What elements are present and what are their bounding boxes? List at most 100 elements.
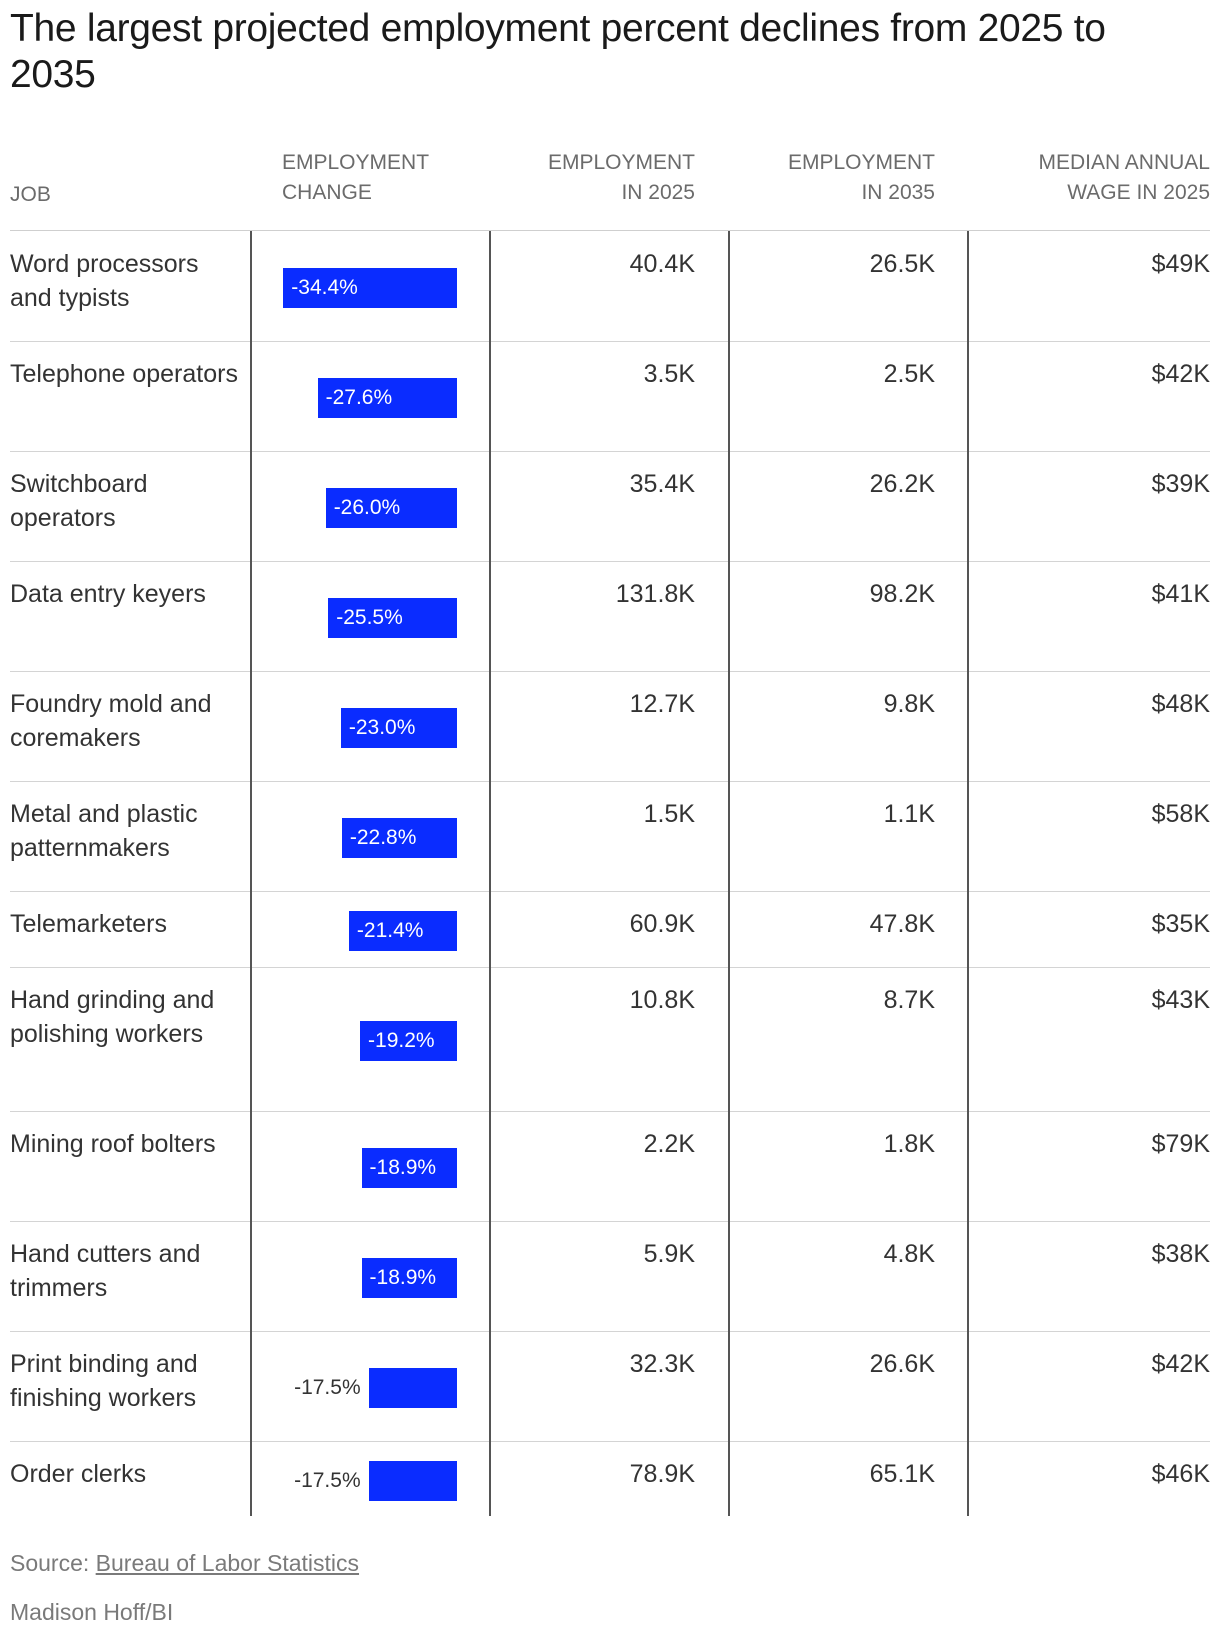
job-name: Mining roof bolters [10, 1130, 216, 1158]
change-bar [283, 268, 457, 308]
employment-2025: 3.5K [643, 360, 695, 388]
row-divider [10, 451, 1210, 452]
employment-2035: 4.8K [883, 1240, 935, 1268]
median-wage: $41K [1151, 580, 1210, 608]
header-wage-line1: MEDIAN ANNUAL [1038, 151, 1210, 174]
median-wage: $49K [1151, 250, 1210, 278]
job-name: Order clerks [10, 1460, 147, 1488]
credit-line: Madison Hoff/BI [10, 1599, 174, 1625]
header-emp2025-line1: EMPLOYMENT [547, 151, 695, 174]
header-emp2025-line2: IN 2025 [621, 181, 695, 204]
employment-2025: 78.9K [629, 1460, 695, 1488]
change-label: -22.8% [349, 826, 417, 849]
change-label: -34.4% [291, 276, 358, 299]
employment-2035: 2.5K [883, 360, 935, 388]
job-name: Telemarketers [10, 910, 167, 938]
change-bar [348, 911, 457, 951]
median-wage: $58K [1151, 800, 1210, 828]
median-wage: $38K [1151, 1240, 1210, 1268]
employment-2025: 131.8K [615, 580, 695, 608]
row-divider [10, 671, 1210, 672]
header-median-wage: MEDIAN ANNUAL WAGE IN 2025 [990, 148, 1210, 208]
header-change-line1: EMPLOYMENT [282, 151, 430, 174]
change-label: -17.5% [294, 1469, 361, 1492]
row-divider [10, 1111, 1210, 1112]
header-employment-2035: EMPLOYMENT IN 2035 [735, 148, 935, 208]
median-wage: $42K [1151, 360, 1210, 388]
row-divider [10, 891, 1210, 892]
employment-2035: 1.8K [883, 1130, 935, 1158]
change-label: -18.9% [369, 1156, 437, 1179]
column-divider [250, 231, 252, 1516]
median-wage: $46K [1151, 1460, 1210, 1488]
employment-2025: 40.4K [629, 250, 695, 278]
change-label: -27.6% [325, 386, 393, 409]
job-name: Data entry keyers [10, 580, 206, 608]
row-divider [10, 1441, 1210, 1442]
employment-2035: 9.8K [883, 690, 935, 718]
change-bar [368, 1368, 457, 1408]
median-wage: $43K [1151, 986, 1210, 1014]
row-divider [10, 561, 1210, 562]
median-wage: $35K [1151, 910, 1210, 938]
column-divider [728, 231, 730, 1516]
median-wage: $79K [1151, 1130, 1210, 1158]
change-label: -21.4% [356, 919, 424, 942]
employment-2025: 5.9K [643, 1240, 695, 1268]
header-change-line2: CHANGE [282, 181, 372, 204]
employment-2035: 26.6K [869, 1350, 935, 1378]
column-divider [967, 231, 969, 1516]
employment-2035: 1.1K [883, 800, 935, 828]
header-employment-change: EMPLOYMENT CHANGE [282, 148, 429, 208]
employment-2035: 47.8K [869, 910, 935, 938]
change-label: -23.0% [348, 716, 416, 739]
source-line: Source: Bureau of Labor Statistics [10, 1548, 359, 1578]
row-divider [10, 1331, 1210, 1332]
change-label: -26.0% [333, 496, 401, 519]
employment-2025: 12.7K [629, 690, 695, 718]
employment-2025: 2.2K [643, 1130, 695, 1158]
header-divider [10, 230, 1210, 231]
median-wage: $48K [1151, 690, 1210, 718]
change-bar [317, 378, 457, 418]
job-name: Word processors and typists [10, 250, 199, 312]
change-bar [361, 1258, 457, 1298]
job-name: Telephone operators [10, 360, 238, 388]
change-bar [325, 488, 457, 528]
employment-2035: 8.7K [883, 986, 935, 1014]
employment-2025: 1.5K [643, 800, 695, 828]
header-job: JOB [10, 180, 51, 210]
header-emp2035-line2: IN 2035 [861, 181, 935, 204]
header-job-label: JOB [10, 183, 51, 206]
row-divider [10, 967, 1210, 968]
change-label: -19.2% [368, 1029, 435, 1052]
header-employment-2025: EMPLOYMENT IN 2025 [495, 148, 695, 208]
median-wage: $42K [1151, 1350, 1210, 1378]
job-name: Metal and plastic patternmakers [10, 800, 198, 862]
header-emp2035-line1: EMPLOYMENT [787, 151, 935, 174]
employment-2035: 98.2K [869, 580, 935, 608]
change-bar [340, 708, 457, 748]
change-label: -18.9% [369, 1266, 437, 1289]
employment-2035: 26.5K [869, 250, 935, 278]
change-bar [368, 1461, 457, 1501]
change-bar [341, 818, 457, 858]
job-name: Foundry mold and coremakers [10, 690, 212, 752]
change-bar [360, 1021, 457, 1061]
chart-title: The largest projected employment percent… [10, 7, 1106, 96]
row-divider [10, 781, 1210, 782]
source-prefix: Source: [10, 1550, 96, 1576]
employment-2035: 26.2K [869, 470, 935, 498]
change-bar [361, 1148, 457, 1188]
source-link[interactable]: Bureau of Labor Statistics [95, 1550, 360, 1576]
change-label: -17.5% [294, 1376, 361, 1399]
employment-2025: 35.4K [629, 470, 695, 498]
job-name: Print binding and finishing workers [10, 1350, 198, 1412]
row-divider [10, 341, 1210, 342]
job-name: Hand grinding and polishing workers [10, 986, 215, 1048]
job-name: Hand cutters and trimmers [10, 1240, 201, 1302]
change-label: -25.5% [336, 606, 403, 629]
employment-2025: 32.3K [629, 1350, 695, 1378]
job-name: Switchboard operators [10, 470, 148, 532]
column-divider [489, 231, 491, 1516]
